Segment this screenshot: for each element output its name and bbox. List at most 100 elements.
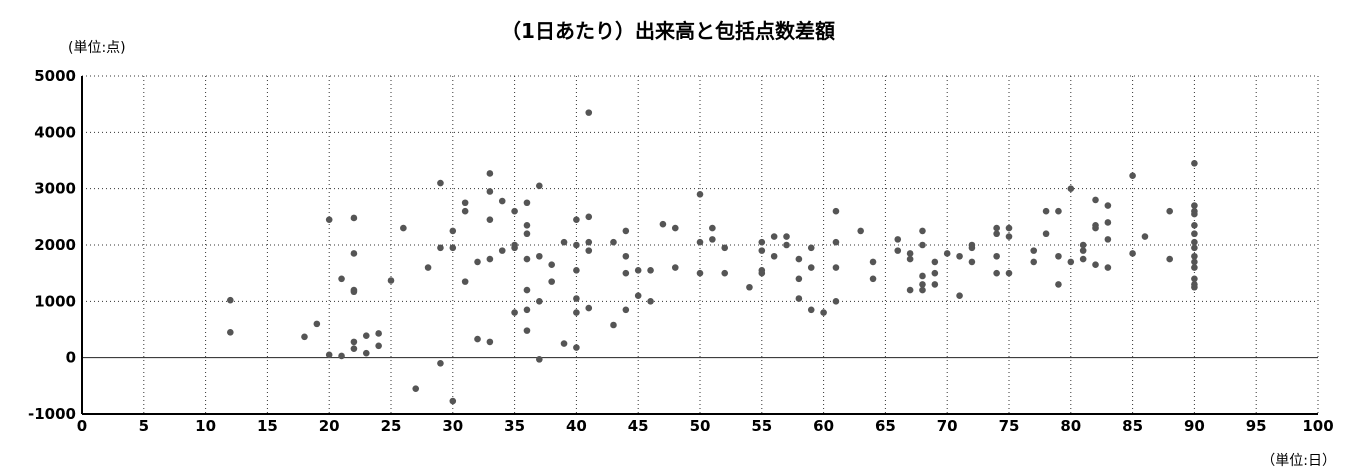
data-point — [474, 258, 481, 266]
data-point — [807, 306, 815, 314]
data-point — [919, 272, 926, 280]
data-point — [350, 214, 358, 222]
data-point — [1191, 252, 1198, 260]
data-point — [486, 255, 494, 263]
data-point — [437, 244, 444, 252]
data-point — [1141, 233, 1149, 240]
data-point — [820, 309, 827, 316]
data-point — [906, 250, 914, 257]
data-point — [709, 224, 716, 232]
data-point — [807, 264, 815, 271]
data-point — [585, 213, 593, 221]
x-tick-label: 0 — [77, 417, 87, 435]
data-point — [1191, 258, 1198, 266]
data-point — [906, 255, 914, 263]
data-point — [1191, 221, 1198, 229]
data-point — [770, 233, 778, 240]
data-point — [227, 329, 234, 336]
data-point — [956, 292, 963, 300]
data-point — [461, 278, 469, 285]
y-tick-label: -1000 — [28, 405, 76, 423]
data-point — [832, 298, 840, 305]
x-tick-label: 25 — [381, 417, 402, 435]
x-tick-label: 65 — [875, 417, 896, 435]
data-point — [486, 338, 494, 346]
data-point — [1129, 250, 1136, 257]
data-point — [362, 332, 370, 339]
x-tick-label: 15 — [257, 417, 278, 435]
data-point — [1166, 207, 1173, 215]
data-point — [968, 258, 976, 266]
data-point — [1092, 196, 1099, 204]
data-point — [350, 345, 358, 352]
x-tick-label: 60 — [813, 417, 834, 435]
x-tick-label: 85 — [1122, 417, 1143, 435]
data-point — [486, 170, 494, 177]
data-point — [1055, 281, 1062, 288]
x-tick-label: 90 — [1184, 417, 1205, 435]
data-point — [523, 199, 531, 207]
data-point — [1191, 244, 1198, 252]
data-point — [1042, 230, 1050, 238]
x-tick-label: 80 — [1060, 417, 1081, 435]
chart-title: （1日あたり）出来高と包括点数差額 — [501, 19, 835, 43]
data-point — [894, 236, 902, 243]
data-point — [486, 216, 494, 223]
y-axis-unit-label: (単位:点) — [68, 40, 126, 56]
data-point — [1067, 258, 1075, 266]
x-tick-label: 45 — [628, 417, 649, 435]
data-point — [647, 267, 654, 274]
data-point — [968, 244, 976, 252]
data-point — [721, 244, 729, 252]
data-point — [437, 360, 444, 367]
data-point — [523, 221, 531, 229]
data-point — [1079, 255, 1087, 263]
data-point — [634, 267, 642, 274]
y-tick-label: 2000 — [34, 236, 76, 254]
data-point — [1055, 252, 1062, 260]
data-point — [400, 224, 407, 232]
x-tick-label: 100 — [1302, 417, 1333, 435]
y-tick-label: 3000 — [34, 180, 76, 198]
data-point — [548, 278, 555, 285]
data-point — [1104, 219, 1112, 226]
data-point — [1191, 210, 1198, 218]
data-point — [795, 295, 803, 302]
data-point — [1191, 275, 1198, 283]
data-point — [746, 283, 753, 291]
data-point — [758, 238, 766, 246]
data-point — [1055, 207, 1062, 215]
data-point — [523, 230, 531, 238]
data-point — [573, 267, 580, 274]
data-point — [474, 335, 481, 343]
data-point — [783, 241, 790, 249]
data-point — [622, 269, 630, 277]
data-point — [696, 238, 704, 246]
data-point — [375, 330, 382, 337]
data-point — [523, 286, 531, 294]
data-point — [807, 244, 815, 252]
data-point — [1104, 202, 1112, 209]
data-point — [461, 207, 469, 215]
data-point — [1005, 224, 1013, 232]
data-point — [956, 252, 963, 260]
x-tick-label: 30 — [442, 417, 463, 435]
data-point — [536, 252, 543, 260]
data-point — [857, 227, 864, 235]
data-point — [301, 333, 308, 341]
data-point — [1129, 172, 1136, 180]
data-point — [1191, 283, 1198, 291]
data-point — [647, 298, 654, 305]
data-point — [1030, 247, 1038, 254]
data-point — [461, 199, 469, 207]
data-point — [1092, 261, 1099, 269]
data-point — [585, 238, 593, 246]
data-point — [313, 320, 321, 328]
data-point — [709, 236, 716, 243]
y-tick-label: 5000 — [34, 67, 76, 85]
data-point — [919, 227, 926, 235]
data-point — [919, 286, 926, 294]
data-point — [869, 275, 877, 283]
